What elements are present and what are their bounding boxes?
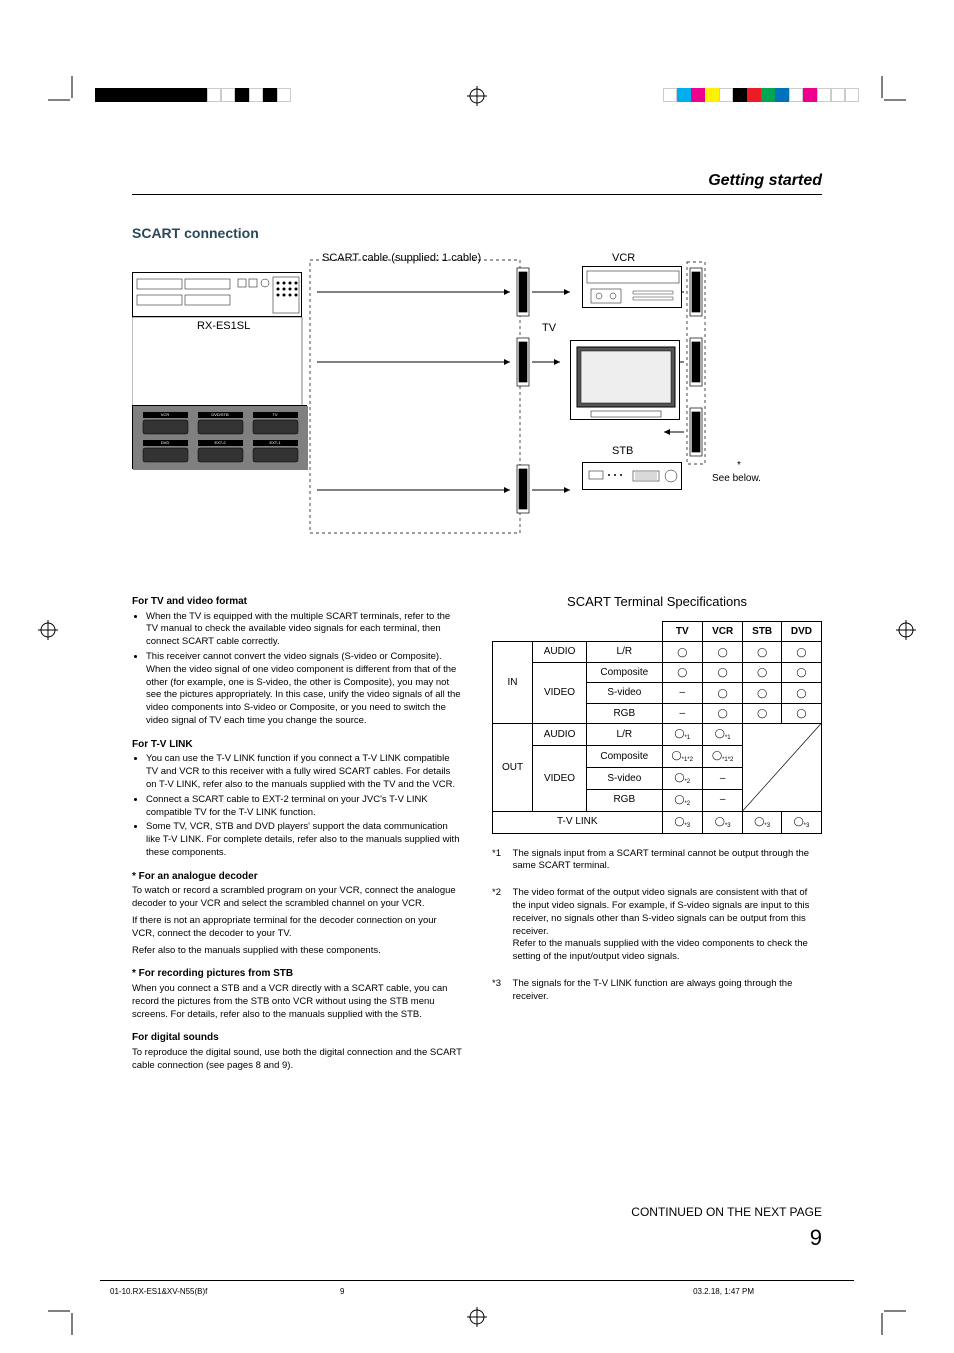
asterisk-label: *: [737, 460, 741, 471]
analogue-title: * For an analogue decoder: [132, 870, 462, 884]
paragraph: When you connect a STB and a VCR directl…: [132, 983, 462, 1021]
note-2: *2 The video format of the output video …: [492, 887, 822, 964]
footer-rule: [100, 1280, 854, 1281]
footer-page: 9: [340, 1287, 344, 1296]
page-header: Getting started: [708, 172, 822, 190]
crop-mark-br: [870, 1299, 906, 1335]
footer-timestamp: 03.2.18, 1:47 PM: [693, 1287, 754, 1296]
crosshair-right: [896, 620, 916, 640]
continued-text: CONTINUED ON THE NEXT PAGE: [631, 1205, 822, 1219]
svg-text:TV: TV: [272, 412, 277, 417]
paragraph: To watch or record a scrambled program o…: [132, 885, 462, 911]
vcr-label: VCR: [612, 252, 635, 264]
col-header: DVD: [781, 621, 821, 642]
stb-label: STB: [612, 445, 633, 457]
note-1: *1 The signals input from a SCART termin…: [492, 848, 822, 874]
digital-title: For digital sounds: [132, 1031, 462, 1045]
stb-device: [582, 462, 682, 490]
footer-filename: 01-10.RX-ES1&XV-N55(B)f: [110, 1287, 207, 1296]
receiver-back-panel: VCR DVD/STB TV DVD EXT-2 EXT-1: [132, 405, 307, 469]
spec-table-title: SCART Terminal Specifications: [492, 593, 822, 611]
note-3: *3 The signals for the T-V LINK function…: [492, 978, 822, 1004]
svg-text:EXT-2: EXT-2: [214, 440, 226, 445]
scart-diagram: SCART cable (supplied: 1 cable) VCR TV S…: [132, 250, 822, 540]
list-item: This receiver cannot convert the video s…: [146, 651, 462, 728]
list-item: Some TV, VCR, STB and DVD players' suppo…: [146, 821, 462, 859]
tv-label: TV: [542, 322, 556, 334]
see-below-label: See below.: [712, 473, 761, 484]
recording-title: * For recording pictures from STB: [132, 967, 462, 981]
col-header: VCR: [702, 621, 742, 642]
page-number: 9: [810, 1225, 822, 1251]
col-header: STB: [743, 621, 782, 642]
section-title: SCART connection: [132, 225, 259, 241]
right-column: SCART Terminal Specifications TV VCR STB…: [492, 585, 822, 1076]
paragraph: If there is not an appropriate terminal …: [132, 915, 462, 941]
svg-text:VCR: VCR: [161, 412, 170, 417]
scart-cable-label: SCART cable (supplied: 1 cable): [322, 252, 481, 264]
crop-mark-bl: [48, 1299, 84, 1335]
registration-bar-right: [663, 88, 859, 102]
list-item: You can use the T-V LINK function if you…: [146, 753, 462, 791]
registration-bar-left: [95, 88, 291, 102]
tv-link-list: You can use the T-V LINK function if you…: [132, 753, 462, 860]
tv-device: [570, 340, 680, 420]
col-header: TV: [662, 621, 702, 642]
crop-mark-tl: [48, 76, 84, 112]
left-column: For TV and video format When the TV is e…: [132, 585, 462, 1076]
list-item: Connect a SCART cable to EXT-2 terminal …: [146, 794, 462, 820]
crop-mark-tr: [870, 76, 906, 112]
header-rule: [132, 194, 822, 195]
svg-text:EXT-1: EXT-1: [269, 440, 281, 445]
paragraph: Refer also to the manuals supplied with …: [132, 945, 462, 958]
crosshair-left: [38, 620, 58, 640]
tv-video-format-list: When the TV is equipped with the multipl…: [132, 611, 462, 728]
tv-link-title: For T-V LINK: [132, 738, 462, 752]
svg-text:DVD: DVD: [161, 440, 170, 445]
spec-table: TV VCR STB DVD INAUDIOL/R ◯◯◯◯ VIDEOComp…: [492, 621, 822, 834]
svg-text:DVD/STB: DVD/STB: [211, 412, 229, 417]
vcr-device: [582, 266, 682, 308]
paragraph: To reproduce the digital sound, use both…: [132, 1047, 462, 1073]
crosshair-top: [467, 86, 487, 106]
tv-video-format-title: For TV and video format: [132, 595, 462, 609]
receiver-front: [132, 272, 302, 317]
crosshair-bottom: [467, 1307, 487, 1327]
list-item: When the TV is equipped with the multipl…: [146, 611, 462, 649]
